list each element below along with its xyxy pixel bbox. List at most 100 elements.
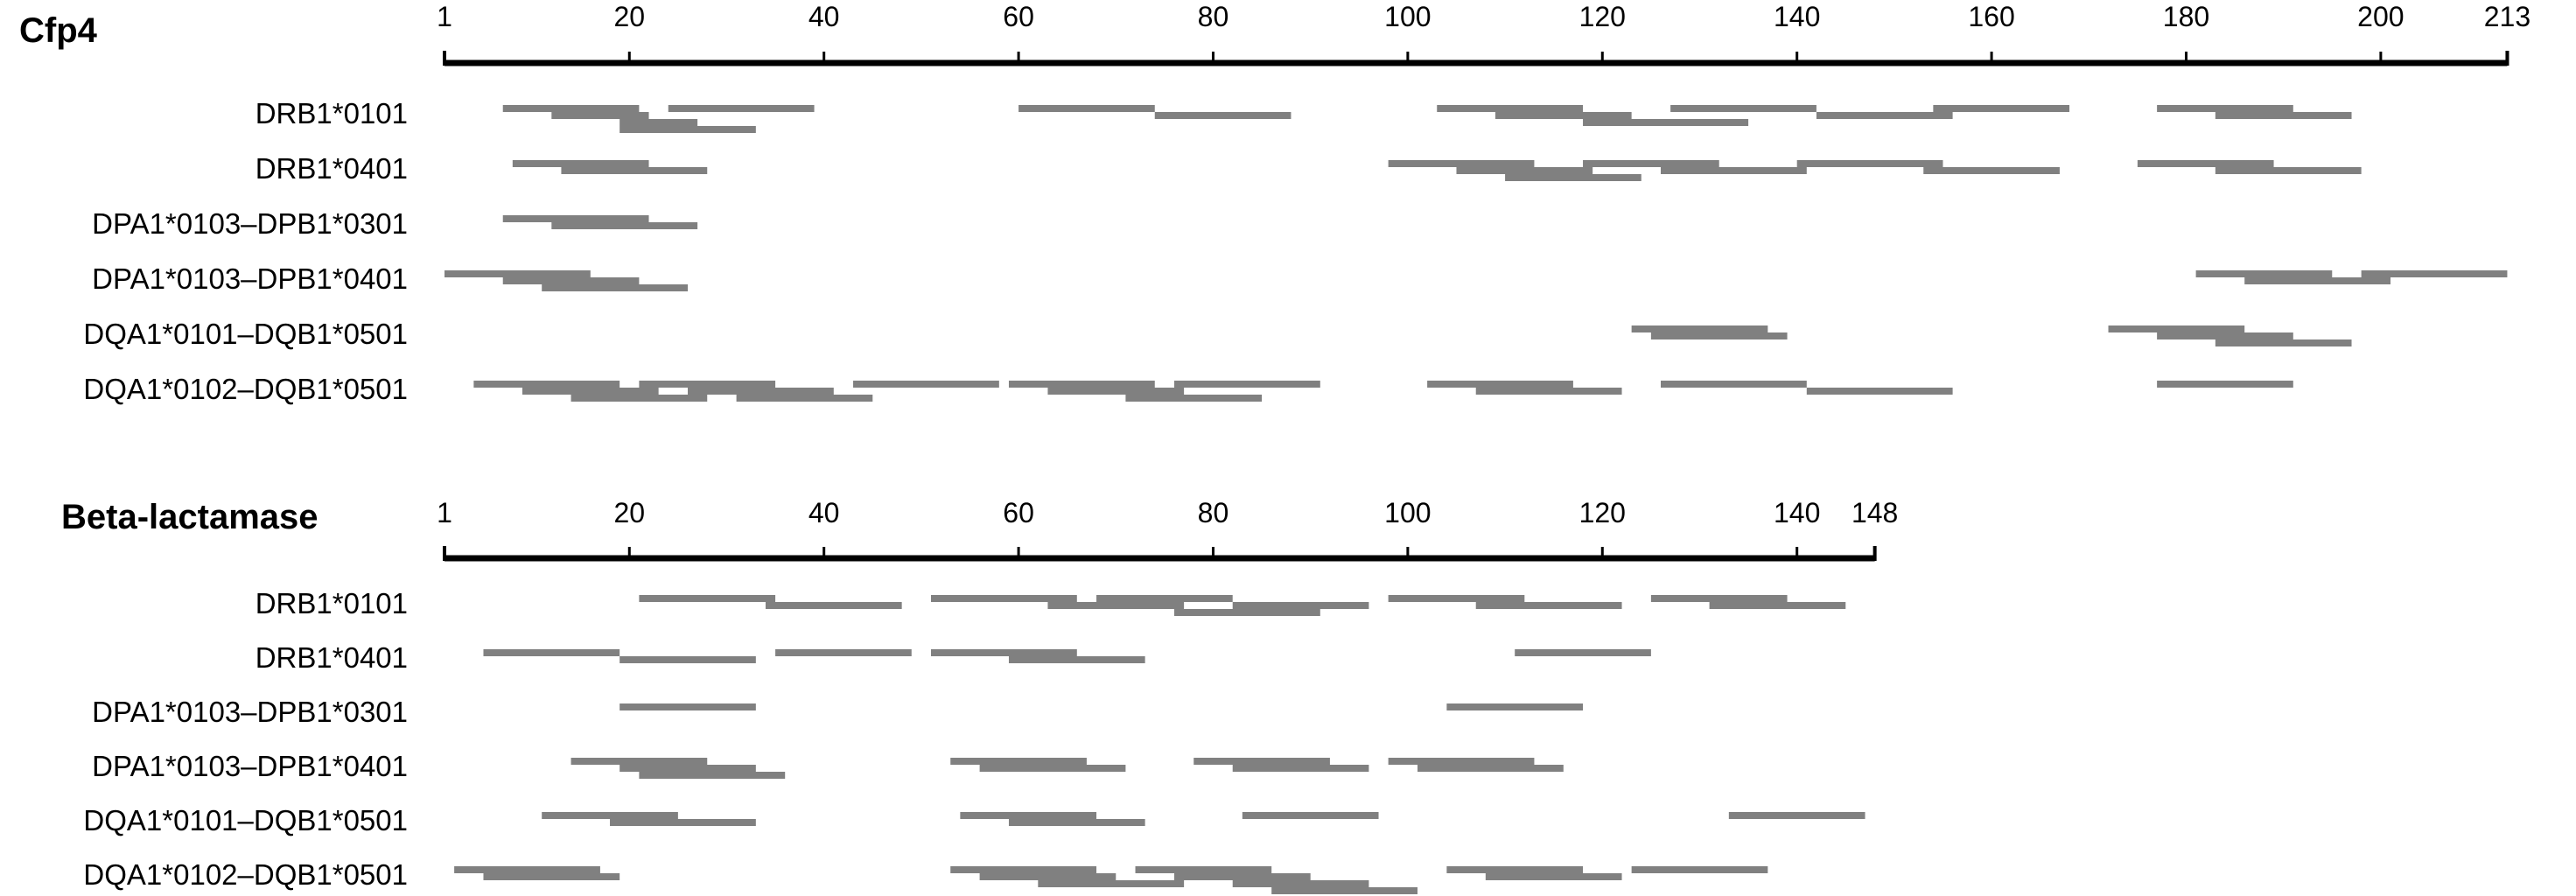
allele-label: DRB1*0101 — [256, 587, 408, 620]
epitope-segment — [1515, 649, 1651, 656]
epitope-segment — [1174, 873, 1311, 880]
tick-label: 60 — [1003, 1, 1034, 32]
epitope-segment — [639, 595, 776, 602]
tick-label: 80 — [1198, 1, 1229, 32]
allele-label: DQA1*0102–DQB1*0501 — [83, 858, 408, 891]
epitope-segment — [931, 595, 1077, 602]
allele-label: DQA1*0101–DQB1*0501 — [83, 318, 408, 350]
epitope-segment — [610, 819, 756, 826]
epitope-segment — [1583, 160, 1719, 167]
epitope-segment — [1096, 595, 1233, 602]
epitope-segment — [1174, 609, 1320, 616]
epitope-segment — [668, 105, 815, 112]
epitope-segment — [1505, 174, 1642, 181]
tick-label: 40 — [808, 1, 840, 32]
epitope-segment — [620, 126, 756, 133]
allele-label: DQA1*0102–DQB1*0501 — [83, 373, 408, 405]
tick-label: 100 — [1384, 1, 1431, 32]
epitope-segment — [483, 873, 620, 880]
epitope-segment — [2195, 270, 2333, 277]
epitope-segment — [561, 167, 708, 174]
epitope-segment — [502, 215, 649, 222]
epitope-segment — [1388, 595, 1525, 602]
epitope-segment — [1174, 381, 1320, 388]
epitope-segment — [1661, 381, 1807, 388]
epitope-segment — [1475, 602, 1622, 609]
epitope-segment — [765, 602, 902, 609]
tick-label: 213 — [2484, 1, 2530, 32]
epitope-segment — [512, 160, 649, 167]
epitope-segment — [979, 873, 1116, 880]
epitope-segment — [2157, 332, 2293, 340]
epitope-segment — [620, 119, 698, 126]
epitope-segment — [1437, 105, 1584, 112]
tick-label: 120 — [1579, 497, 1626, 528]
epitope-segment — [736, 395, 873, 402]
tick-label: 40 — [808, 497, 840, 528]
epitope-segment — [1194, 758, 1330, 765]
epitope-segment — [620, 704, 756, 710]
epitope-segment — [1047, 602, 1185, 609]
epitope-segment — [2244, 277, 2390, 284]
epitope-segment — [1008, 656, 1145, 663]
allele-row: DRB1*0401 — [256, 152, 2362, 185]
epitope-segment — [1456, 167, 1593, 174]
panel-title: Cfp4 — [19, 11, 98, 50]
epitope-segment — [853, 381, 999, 388]
epitope-segment — [1427, 381, 1573, 388]
panel-title: Beta-lactamase — [61, 498, 318, 536]
allele-row: DRB1*0101 — [256, 587, 1846, 620]
epitope-segment — [2361, 270, 2508, 277]
epitope-segment — [1008, 819, 1145, 826]
epitope-segment — [950, 758, 1087, 765]
epitope-segment — [639, 381, 776, 388]
allele-label: DPA1*0103–DPB1*0301 — [92, 207, 408, 240]
epitope-segment — [1650, 332, 1788, 340]
tick-label: 140 — [1774, 497, 1820, 528]
epitope-segment — [1135, 866, 1272, 873]
allele-row: DPA1*0103–DPB1*0301 — [92, 207, 698, 240]
epitope-segment — [1232, 602, 1369, 609]
epitope-segment — [775, 649, 912, 656]
epitope-segment — [1154, 112, 1292, 119]
epitope-segment — [1631, 866, 1768, 873]
allele-label: DRB1*0401 — [256, 641, 408, 674]
tick-label: 1 — [437, 497, 452, 528]
allele-row: DPA1*0103–DPB1*0401 — [92, 262, 2508, 295]
tick-label: 20 — [613, 497, 645, 528]
epitope-segment — [2108, 326, 2245, 332]
epitope-segment — [570, 758, 708, 765]
epitope-segment — [444, 270, 591, 277]
epitope-segment — [1933, 105, 2070, 112]
epitope-segment — [1271, 887, 1418, 894]
allele-label: DQA1*0101–DQB1*0501 — [83, 804, 408, 836]
epitope-segment — [1242, 812, 1379, 819]
tick-label: 148 — [1852, 497, 1898, 528]
allele-label: DPA1*0103–DPB1*0401 — [92, 262, 408, 295]
epitope-segment — [2137, 160, 2274, 167]
epitope-segment — [1631, 326, 1768, 332]
epitope-segment — [1232, 765, 1369, 772]
epitope-segment — [1418, 765, 1564, 772]
epitope-segment — [1650, 595, 1788, 602]
epitope-segment — [2157, 381, 2293, 388]
panel-beta-lactamase: Beta-lactamase 1 20 40 60 80 100 120 140 148DRB1*… — [61, 497, 1898, 894]
allele-label: DRB1*0101 — [256, 97, 408, 130]
epitope-segment — [620, 765, 756, 772]
epitope-segment — [1047, 388, 1185, 395]
epitope-segment — [551, 112, 649, 119]
epitope-segment — [542, 284, 688, 291]
allele-label: DPA1*0103–DPB1*0401 — [92, 750, 408, 782]
epitope-segment — [473, 381, 620, 388]
epitope-segment — [1728, 812, 1866, 819]
epitope-segment — [2215, 167, 2362, 174]
tick-label: 1 — [437, 1, 452, 32]
epitope-segment — [960, 812, 1097, 819]
tick-label: 140 — [1774, 1, 1820, 32]
allele-row: DQA1*0101–DQB1*0501 — [83, 804, 1866, 836]
epitope-segment — [1446, 704, 1584, 710]
epitope-segment — [1446, 866, 1584, 873]
epitope-segment — [1670, 105, 1816, 112]
tick-label: 80 — [1198, 497, 1229, 528]
epitope-segment — [2215, 112, 2352, 119]
